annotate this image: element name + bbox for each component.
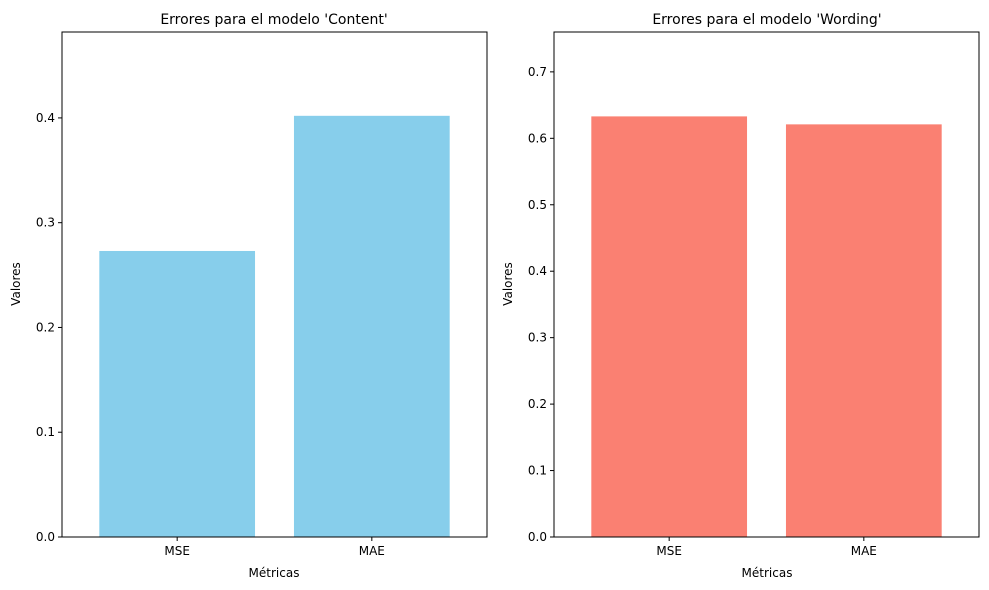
x-tick-label: MSE xyxy=(656,544,682,558)
bar-mae xyxy=(785,124,942,537)
plot-frame xyxy=(61,31,488,538)
y-tick-label: 0.1 xyxy=(528,464,547,478)
chart-title: Errores para el modelo 'Content' xyxy=(160,12,387,28)
x-axis-ticks: MSE MAE xyxy=(164,537,385,558)
x-axis-ticks: MSE MAE xyxy=(656,537,877,558)
x-tick-label: MAE xyxy=(851,544,877,558)
y-axis-ticks: 0.0 0.1 0.2 0.3 0.4 0.5 0.6 0.7 xyxy=(528,65,554,544)
y-tick-label: 0.3 xyxy=(528,331,547,345)
y-axis-label: Valores xyxy=(9,262,23,306)
y-tick-label: 0.2 xyxy=(36,320,55,334)
y-tick-label: 0.7 xyxy=(528,65,547,79)
bar-mse xyxy=(591,116,748,538)
bars-group xyxy=(99,115,450,537)
bar-mae xyxy=(293,115,450,537)
chart-wording-model: Errores para el modelo 'Wording' 0.00.10… xyxy=(501,12,980,580)
bars-group xyxy=(591,116,942,538)
chart-title: Errores para el modelo 'Wording' xyxy=(652,12,881,28)
y-tick-label: 0.4 xyxy=(36,111,55,125)
y-axis-ticks: 0.0 0.1 0.2 0.3 0.4 xyxy=(36,111,62,544)
y-tick-label: 0.2 xyxy=(528,397,547,411)
chart-content-model: Errores para el modelo 'Content' 0.00.10… xyxy=(9,12,488,580)
y-tick-label: 0.0 xyxy=(528,530,547,544)
y-tick-label: 0.0 xyxy=(36,530,55,544)
y-tick-label: 0.3 xyxy=(36,216,55,230)
y-tick-label: 0.6 xyxy=(528,131,547,145)
y-tick-label: 0.5 xyxy=(528,198,547,212)
y-tick-label: 0.4 xyxy=(528,264,547,278)
plot-frame xyxy=(553,31,980,538)
y-axis-label: Valores xyxy=(501,262,515,306)
x-tick-label: MSE xyxy=(164,544,190,558)
x-axis-label: Métricas xyxy=(249,566,300,580)
y-tick-label: 0.1 xyxy=(36,425,55,439)
x-axis-label: Métricas xyxy=(742,566,793,580)
x-tick-label: MAE xyxy=(359,544,385,558)
bar-mse xyxy=(99,250,256,537)
